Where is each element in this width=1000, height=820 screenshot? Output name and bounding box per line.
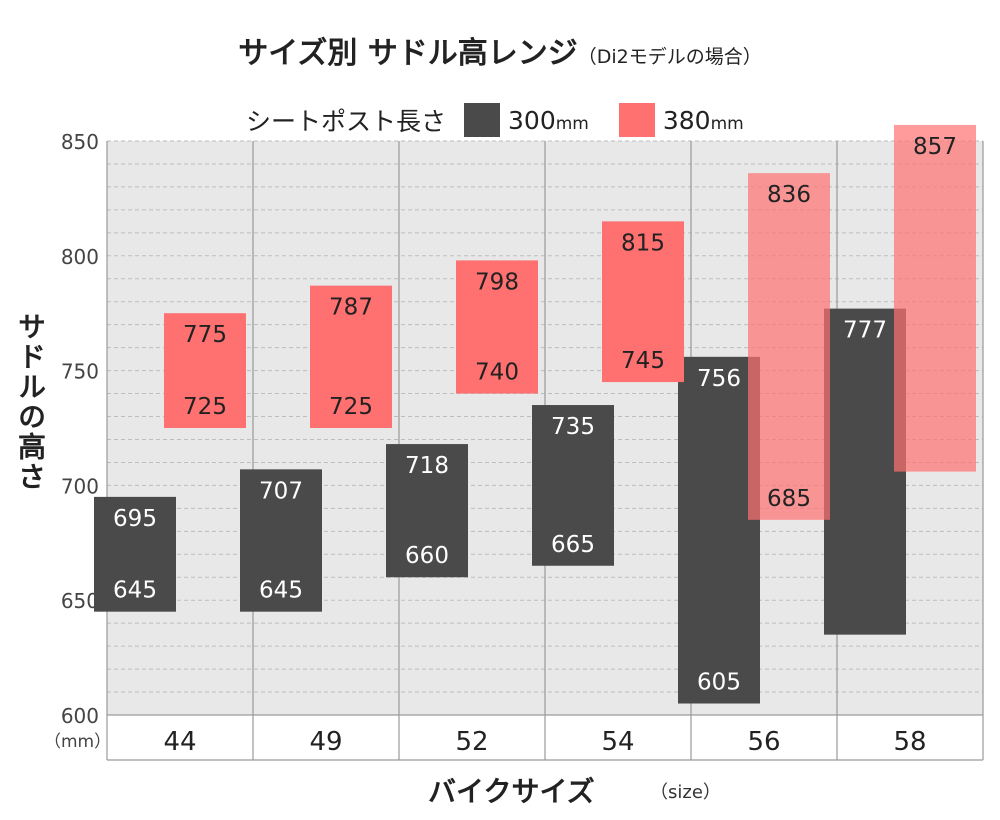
bar-300-52 xyxy=(386,444,468,578)
bar-380-58 xyxy=(894,124,976,472)
y-tick-label-800: 800 xyxy=(61,245,99,269)
x-tick-label-49: 49 xyxy=(309,727,342,757)
data-label-300-52-low: 660 xyxy=(405,543,449,569)
data-label-300-58-high: 777 xyxy=(843,318,887,344)
data-label-300-44-low: 645 xyxy=(113,578,157,604)
chart-subtitle: （Di2モデルの場合） xyxy=(577,46,762,68)
bar-300-44 xyxy=(94,496,176,612)
bar-300-49 xyxy=(240,469,322,612)
x-tick-label-56: 56 xyxy=(747,727,780,757)
bar-300-56 xyxy=(678,356,760,704)
data-label-380-44-low: 725 xyxy=(183,394,227,420)
bar-380-52 xyxy=(456,260,538,394)
legend-entry-380-value: 380 xyxy=(662,105,711,135)
y-tick-label-650: 650 xyxy=(61,589,99,613)
legend-swatch-380 xyxy=(618,103,655,137)
data-label-380-54-low: 745 xyxy=(621,348,665,374)
x-axis-label: バイクサイズ xyxy=(428,775,595,808)
x-tick-label-44: 44 xyxy=(163,727,196,757)
data-label-380-49-high: 787 xyxy=(329,295,373,321)
data-label-380-44-high: 775 xyxy=(183,322,227,348)
data-label-300-44-high: 695 xyxy=(113,506,157,532)
bar-300-58 xyxy=(824,308,906,635)
legend-entry-300: 300mm xyxy=(508,106,589,135)
data-label-380-58-high: 857 xyxy=(913,134,957,160)
legend-entry-380-unit: mm xyxy=(710,113,744,134)
chart-title-block: サイズ別 サドル高レンジ（Di2モデルの場合） xyxy=(0,28,1000,72)
y-tick-label-700: 700 xyxy=(61,474,99,498)
data-label-300-49-low: 645 xyxy=(259,578,303,604)
x-tick-label-52: 52 xyxy=(455,727,488,757)
bar-380-56 xyxy=(748,173,830,520)
bar-380-44 xyxy=(164,313,246,428)
legend: シートポスト長さ 300mm 380mm xyxy=(246,102,774,138)
data-label-300-52-high: 718 xyxy=(405,453,449,479)
y-axis-unit: （mm） xyxy=(44,732,112,752)
legend-entry-300-value: 300 xyxy=(508,105,556,135)
x-tick-label-54: 54 xyxy=(601,727,634,757)
data-label-380-56-low: 685 xyxy=(767,486,811,512)
legend-entry-380: 380mm xyxy=(663,106,744,135)
data-label-300-54-high: 735 xyxy=(551,414,595,440)
data-label-300-56-high: 756 xyxy=(697,366,741,392)
chart-title: サイズ別 サドル高レンジ xyxy=(238,36,578,71)
x-axis-unit: （size） xyxy=(650,782,721,803)
y-tick-label-850: 850 xyxy=(61,130,99,154)
y-tick-label-750: 750 xyxy=(61,360,99,384)
data-label-380-49-low: 725 xyxy=(329,394,373,420)
legend-entry-300-unit: mm xyxy=(555,113,589,134)
data-label-380-56-high: 836 xyxy=(767,182,811,208)
bar-380-54 xyxy=(602,221,684,383)
data-label-380-52-high: 798 xyxy=(475,269,519,295)
data-label-300-54-low: 665 xyxy=(551,532,595,558)
y-axis-label: サドルの高さ xyxy=(14,312,47,492)
data-label-380-52-low: 740 xyxy=(475,360,519,386)
data-label-300-49-high: 707 xyxy=(259,478,303,504)
bar-300-54 xyxy=(532,405,614,566)
data-label-300-56-low: 605 xyxy=(697,670,741,696)
data-label-380-54-high: 815 xyxy=(621,230,665,256)
y-tick-label-600: 600 xyxy=(61,704,99,728)
x-tick-label-58: 58 xyxy=(893,727,926,757)
legend-swatch-300 xyxy=(464,103,501,137)
legend-title: シートポスト長さ xyxy=(246,107,447,136)
bar-380-49 xyxy=(310,285,392,428)
